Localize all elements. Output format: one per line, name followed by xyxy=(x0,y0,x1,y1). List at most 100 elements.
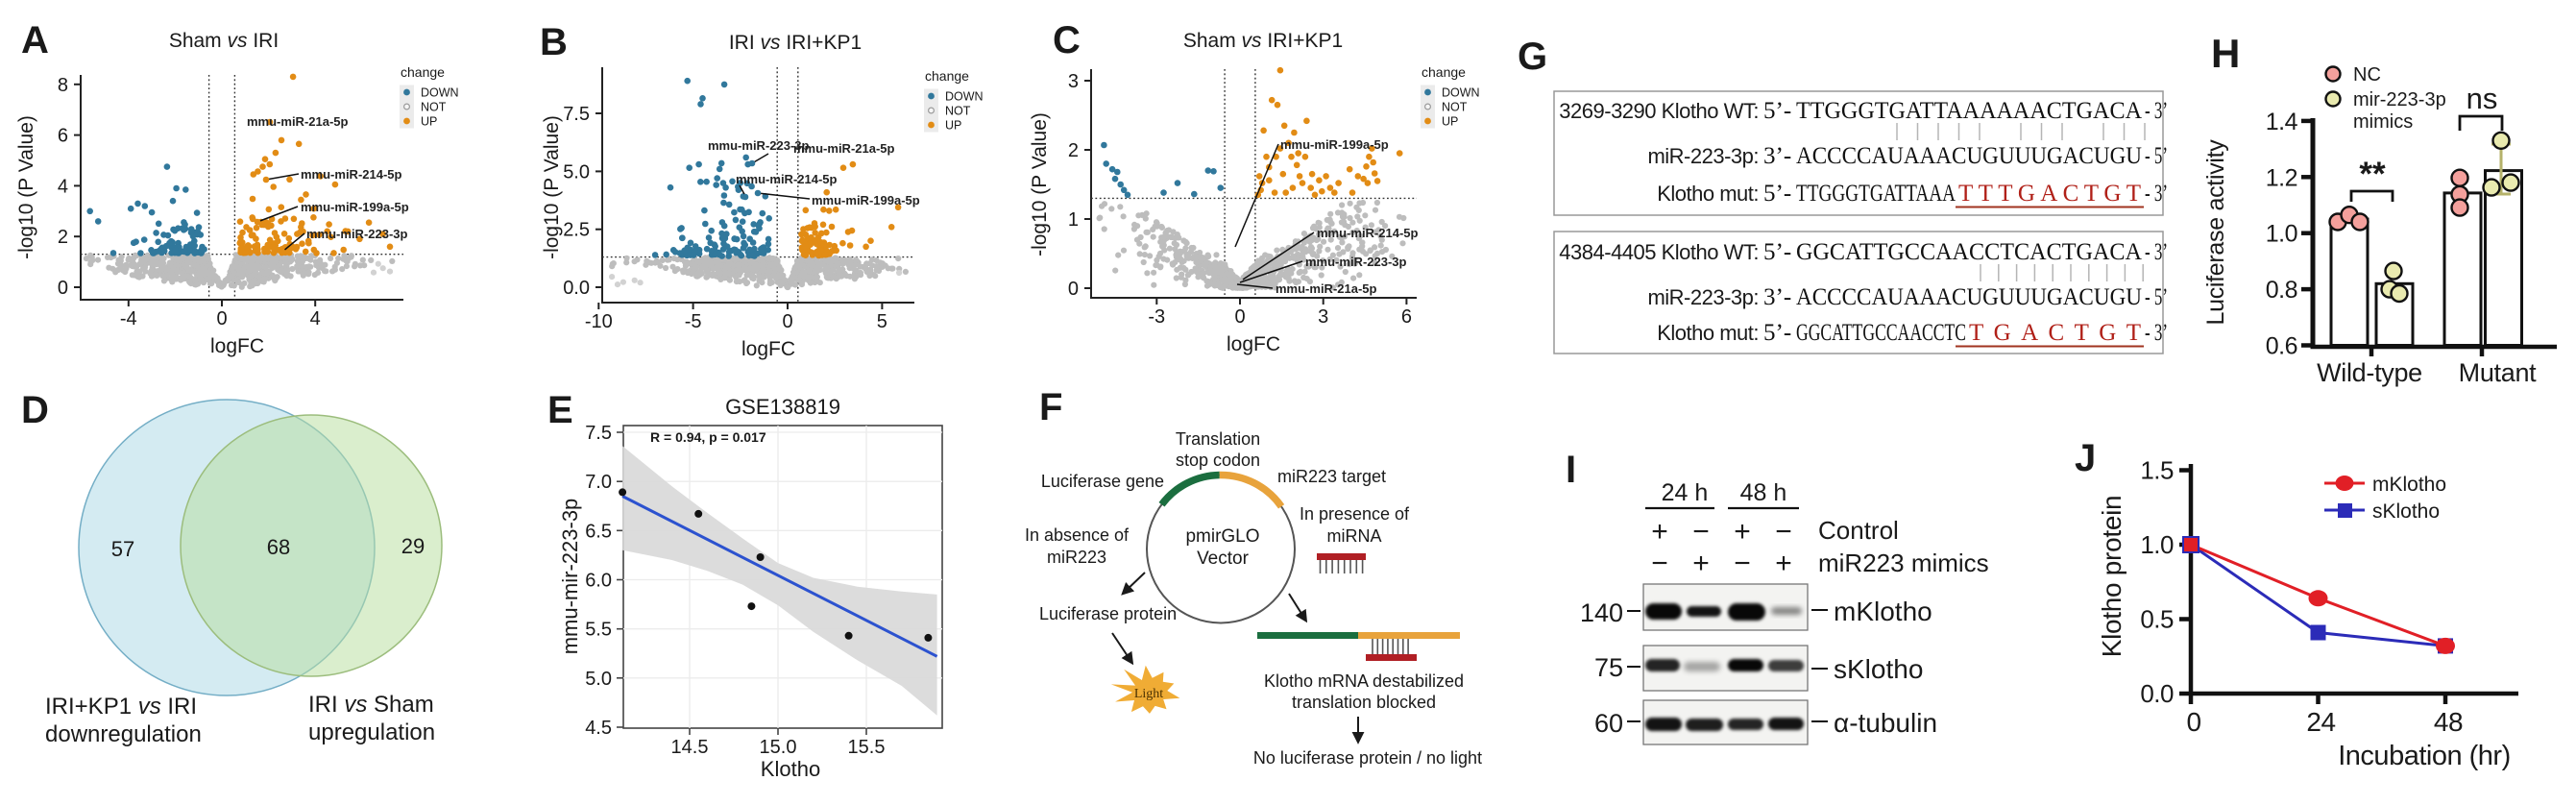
svg-text:TTTGACTGT: TTTGACTGT xyxy=(1958,181,2141,207)
svg-text:Luciferase protein: Luciferase protein xyxy=(1039,604,1177,623)
svg-text:DOWN: DOWN xyxy=(1442,86,1480,100)
svg-text:5’-: 5’- xyxy=(1763,239,1791,265)
svg-text:−: − xyxy=(1692,516,1710,548)
svg-text:3’-: 3’- xyxy=(1763,143,1791,169)
svg-text:+: + xyxy=(1651,516,1668,548)
svg-text:1.5: 1.5 xyxy=(2140,456,2174,485)
svg-text:Translation: Translation xyxy=(1176,429,1260,449)
svg-text:2: 2 xyxy=(1068,140,1079,161)
svg-text:0.0: 0.0 xyxy=(563,278,590,299)
svg-text:Klotho mut:: Klotho mut: xyxy=(1657,321,1759,345)
svg-text:ACCCCAUAAACUGUUUGACUGU: ACCCCAUAAACUGUUUGACUGU xyxy=(1796,284,2142,310)
svg-text:6: 6 xyxy=(58,126,68,147)
svg-text:4: 4 xyxy=(58,176,68,197)
svg-text:GSE138819: GSE138819 xyxy=(725,395,840,419)
svg-text:mKlotho: mKlotho xyxy=(2372,474,2446,496)
svg-text:NC: NC xyxy=(2353,64,2381,85)
svg-text:NOT: NOT xyxy=(945,105,971,118)
svg-text:Vector: Vector xyxy=(1197,549,1250,569)
svg-text:14.5: 14.5 xyxy=(671,737,709,758)
svg-text:No luciferase protein / no lig: No luciferase protein / no light xyxy=(1253,748,1482,768)
svg-text:-log10 (P Value): -log10 (P Value) xyxy=(15,115,37,259)
svg-text:sKlotho: sKlotho xyxy=(1834,654,1923,684)
svg-text:Wild-type: Wild-type xyxy=(2317,358,2422,387)
svg-text:2.5: 2.5 xyxy=(563,220,590,241)
svg-text:7.5: 7.5 xyxy=(563,104,590,125)
svg-text:4: 4 xyxy=(310,308,321,329)
svg-text:Light: Light xyxy=(1134,687,1163,701)
svg-text:mimics: mimics xyxy=(2353,111,2413,133)
svg-text:G: G xyxy=(1518,36,1547,78)
svg-text:logFC: logFC xyxy=(210,335,264,357)
svg-text:TGACTGT: TGACTGT xyxy=(1969,320,2141,346)
svg-text:J: J xyxy=(2075,437,2096,479)
svg-text:ACCCCAUAAACUGUUUGACUGU: ACCCCAUAAACUGUUUGACUGU xyxy=(1796,143,2142,169)
svg-text:UP: UP xyxy=(1442,115,1458,129)
svg-text:- 3’: - 3’ xyxy=(2145,181,2168,207)
svg-text:- 3’: - 3’ xyxy=(2145,320,2168,346)
svg-text:4384-4405 Klotho WT:: 4384-4405 Klotho WT: xyxy=(1559,240,1759,264)
svg-text:IRI vs Sham: IRI vs Sham xyxy=(308,692,434,718)
svg-text:4.5: 4.5 xyxy=(585,718,612,739)
svg-text:NOT: NOT xyxy=(1442,101,1468,114)
svg-text:24: 24 xyxy=(2306,707,2335,737)
svg-text:Klotho mut:: Klotho mut: xyxy=(1657,182,1759,206)
svg-text:Sham vs IRI: Sham vs IRI xyxy=(169,30,279,52)
svg-text:0.8: 0.8 xyxy=(2266,277,2297,304)
svg-text:C: C xyxy=(1053,19,1081,61)
svg-text:+: + xyxy=(1775,548,1792,579)
svg-text:Luciferase activity: Luciferase activity xyxy=(2202,139,2229,326)
svg-text:miR223 target: miR223 target xyxy=(1277,467,1386,486)
svg-text:5’-: 5’- xyxy=(1763,98,1791,124)
svg-text:GGCATTGCCAACCTCACTGACA: GGCATTGCCAACCTCACTGACA xyxy=(1796,239,2142,265)
svg-text:DOWN: DOWN xyxy=(421,86,459,100)
svg-text:mmu-miR-21a-5p: mmu-miR-21a-5p xyxy=(793,141,895,156)
svg-text:change: change xyxy=(925,68,969,84)
svg-text:GGCATTGCCAACCTC: GGCATTGCCAACCTC xyxy=(1796,320,1966,346)
svg-text:5’-: 5’- xyxy=(1763,320,1791,346)
svg-text:sKlotho: sKlotho xyxy=(2372,500,2440,523)
svg-text:0: 0 xyxy=(1068,279,1079,300)
svg-text:upregulation: upregulation xyxy=(308,720,435,745)
svg-text:15.0: 15.0 xyxy=(760,737,797,758)
svg-text:mKlotho: mKlotho xyxy=(1834,597,1932,626)
svg-text:stop codon: stop codon xyxy=(1176,451,1260,470)
svg-text:downregulation: downregulation xyxy=(45,721,202,747)
svg-text:5.5: 5.5 xyxy=(585,620,612,641)
svg-text:IRI vs IRI+KP1: IRI vs IRI+KP1 xyxy=(729,32,862,54)
svg-text:1.0: 1.0 xyxy=(2140,530,2174,559)
svg-text:In presence of: In presence of xyxy=(1300,504,1410,524)
svg-text:+: + xyxy=(1734,516,1751,548)
svg-text:5: 5 xyxy=(877,311,887,332)
svg-text:translation blocked: translation blocked xyxy=(1292,693,1436,712)
svg-text:miR223 mimics: miR223 mimics xyxy=(1818,549,1989,577)
svg-text:pmirGLO: pmirGLO xyxy=(1185,526,1259,547)
svg-text:57: 57 xyxy=(111,537,134,561)
svg-text:5’-: 5’- xyxy=(1763,181,1791,207)
svg-text:logFC: logFC xyxy=(1227,333,1280,355)
svg-text:Sham vs IRI+KP1: Sham vs IRI+KP1 xyxy=(1183,30,1343,52)
svg-text:0.6: 0.6 xyxy=(2266,333,2297,360)
svg-text:−: − xyxy=(1651,548,1668,579)
svg-text:−: − xyxy=(1775,516,1792,548)
svg-text:mmu-miR-214-5p: mmu-miR-214-5p xyxy=(736,172,838,186)
svg-text:miR-223-3p:: miR-223-3p: xyxy=(1647,285,1759,309)
svg-text:0: 0 xyxy=(216,308,227,329)
svg-text:3: 3 xyxy=(1068,71,1079,92)
svg-text:- 5’: - 5’ xyxy=(2145,143,2168,169)
svg-text:I: I xyxy=(1566,449,1576,491)
svg-text:1: 1 xyxy=(1068,209,1079,231)
svg-text:mmu-miR-199a-5p: mmu-miR-199a-5p xyxy=(812,193,920,207)
svg-text:mir-223-3p: mir-223-3p xyxy=(2353,89,2446,110)
svg-text:5.0: 5.0 xyxy=(563,161,590,183)
svg-text:0: 0 xyxy=(1234,306,1245,328)
svg-text:0: 0 xyxy=(782,311,792,332)
svg-text:- 5’: - 5’ xyxy=(2145,284,2168,310)
svg-text:miR223: miR223 xyxy=(1047,548,1106,567)
svg-text:-3: -3 xyxy=(1148,306,1165,328)
svg-text:mmu-mir-223-3p: mmu-mir-223-3p xyxy=(558,499,582,655)
svg-text:0.5: 0.5 xyxy=(2140,605,2174,634)
svg-text:6.0: 6.0 xyxy=(585,571,612,592)
svg-text:E: E xyxy=(547,389,573,431)
svg-text:7.0: 7.0 xyxy=(585,472,612,493)
